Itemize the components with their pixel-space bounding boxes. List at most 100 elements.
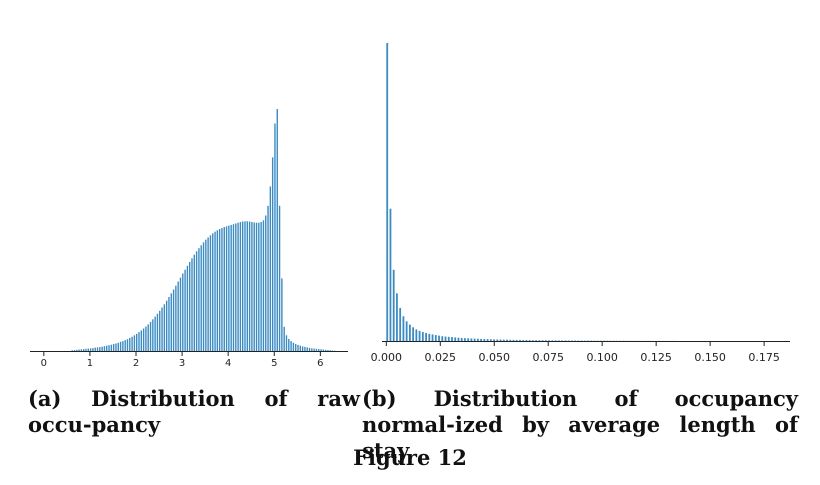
bar-b-25 (467, 338, 470, 341)
bar-b-14 (431, 334, 434, 341)
bar-a-40 (136, 333, 138, 351)
histogram-normalized-occupancy: 0.000 0.025 0.050 0.075 0.100 0.125 0.150 0.175 (371, 43, 790, 364)
bar-b-37 (506, 339, 508, 341)
bar-a-69 (202, 242, 205, 351)
bar-a-86 (242, 221, 244, 351)
histogram-raw-occupancy: 0 1 2 3 4 5 6 (30, 109, 348, 369)
bar-b-55 (564, 340, 567, 341)
tick-label-b-7: 0.175 (748, 351, 780, 364)
bar-a-44 (145, 326, 147, 351)
bar-b-7 (408, 324, 411, 341)
tick-label-a-2: 2 (133, 358, 139, 369)
bar-a-31 (115, 343, 117, 351)
x-ticks-b: 0.000 0.025 0.050 0.075 0.100 0.125 0.150 0.175 (371, 341, 780, 364)
bar-b-27 (473, 338, 476, 341)
bar-a-108 (292, 342, 295, 351)
bar-b-5 (402, 316, 405, 341)
bar-a-94 (260, 222, 262, 351)
bar-b-8 (412, 327, 415, 341)
bar-a-123 (327, 350, 329, 351)
bar-b-21 (454, 337, 457, 341)
bar-b-32 (489, 339, 492, 341)
bar-a-34 (122, 341, 124, 351)
bar-b-29 (480, 338, 483, 341)
bar-a-118 (315, 348, 318, 351)
bar-b-4 (399, 307, 402, 341)
bar-a-81 (230, 224, 232, 351)
bar-a-65 (193, 254, 196, 351)
bar-b-30 (483, 339, 486, 341)
bar-b-20 (451, 337, 453, 341)
caption-b: (b) Distribution of occupancy normal-ize… (362, 386, 798, 463)
bar-a-18 (85, 348, 87, 351)
bar-b-49 (544, 340, 547, 341)
bar-a-73 (212, 233, 214, 351)
bar-b-3 (396, 293, 398, 341)
bar-b-10 (418, 330, 421, 341)
tick-label-a-5: 5 (271, 358, 277, 369)
bar-b-0 (386, 43, 389, 341)
bar-a-12 (71, 350, 73, 351)
tick-label-b-3: 0.075 (532, 351, 564, 364)
bar-a-66 (195, 251, 198, 351)
bar-b-13 (428, 333, 431, 341)
bar-a-51 (161, 307, 163, 351)
bar-a-95 (262, 220, 265, 351)
bar-b-47 (538, 340, 541, 341)
bar-a-98 (269, 186, 272, 351)
bar-a-105 (285, 335, 288, 351)
bar-a-32 (117, 342, 119, 351)
bar-a-36 (126, 339, 129, 351)
bar-a-101 (276, 109, 278, 351)
bar-a-91 (253, 222, 255, 351)
tick-label-b-6: 0.150 (694, 351, 726, 364)
bars-b (386, 43, 677, 341)
bar-a-55 (170, 293, 172, 351)
bar-a-63 (189, 261, 191, 351)
bar-b-31 (486, 339, 489, 341)
bar-a-38 (131, 336, 133, 351)
bar-a-25 (101, 346, 103, 351)
bar-a-35 (124, 340, 126, 351)
bar-a-83 (235, 223, 237, 351)
caption-a: (a) Distribution of raw occu-pancy (28, 386, 360, 437)
bar-a-28 (108, 345, 110, 351)
bar-b-41 (519, 339, 521, 341)
bar-b-34 (496, 339, 499, 341)
bar-a-110 (297, 344, 299, 351)
bar-a-67 (198, 248, 200, 351)
bar-a-26 (103, 346, 106, 351)
bar-a-22 (94, 347, 96, 351)
bar-a-16 (80, 349, 83, 351)
bar-a-48 (154, 316, 156, 351)
bar-a-45 (147, 324, 149, 351)
bar-a-102 (278, 205, 281, 351)
bar-a-82 (232, 224, 235, 351)
bar-a-116 (311, 348, 313, 351)
bar-a-27 (106, 345, 108, 351)
tick-label-b-1: 0.025 (425, 351, 457, 364)
bar-b-53 (557, 340, 560, 341)
bar-a-15 (78, 349, 80, 351)
bar-a-76 (218, 229, 221, 351)
bar-a-57 (175, 285, 177, 351)
bar-a-24 (99, 347, 101, 351)
bar-a-114 (306, 347, 308, 351)
bar-a-121 (322, 349, 325, 351)
bar-a-54 (168, 297, 170, 351)
bar-b-52 (554, 340, 557, 341)
bar-a-89 (248, 221, 251, 351)
x-ticks-a: 0 1 2 3 4 5 6 (41, 351, 324, 369)
bar-b-22 (457, 337, 460, 341)
bar-a-33 (119, 341, 122, 351)
bar-a-17 (83, 349, 85, 351)
bar-a-109 (295, 343, 297, 351)
bar-b-16 (438, 335, 440, 341)
bar-a-103 (281, 278, 283, 351)
tick-label-b-4: 0.100 (586, 351, 618, 364)
bar-b-11 (421, 332, 424, 341)
bar-a-21 (92, 348, 94, 351)
bar-a-43 (142, 328, 145, 351)
bar-b-48 (541, 340, 544, 341)
bar-b-44 (528, 340, 531, 341)
